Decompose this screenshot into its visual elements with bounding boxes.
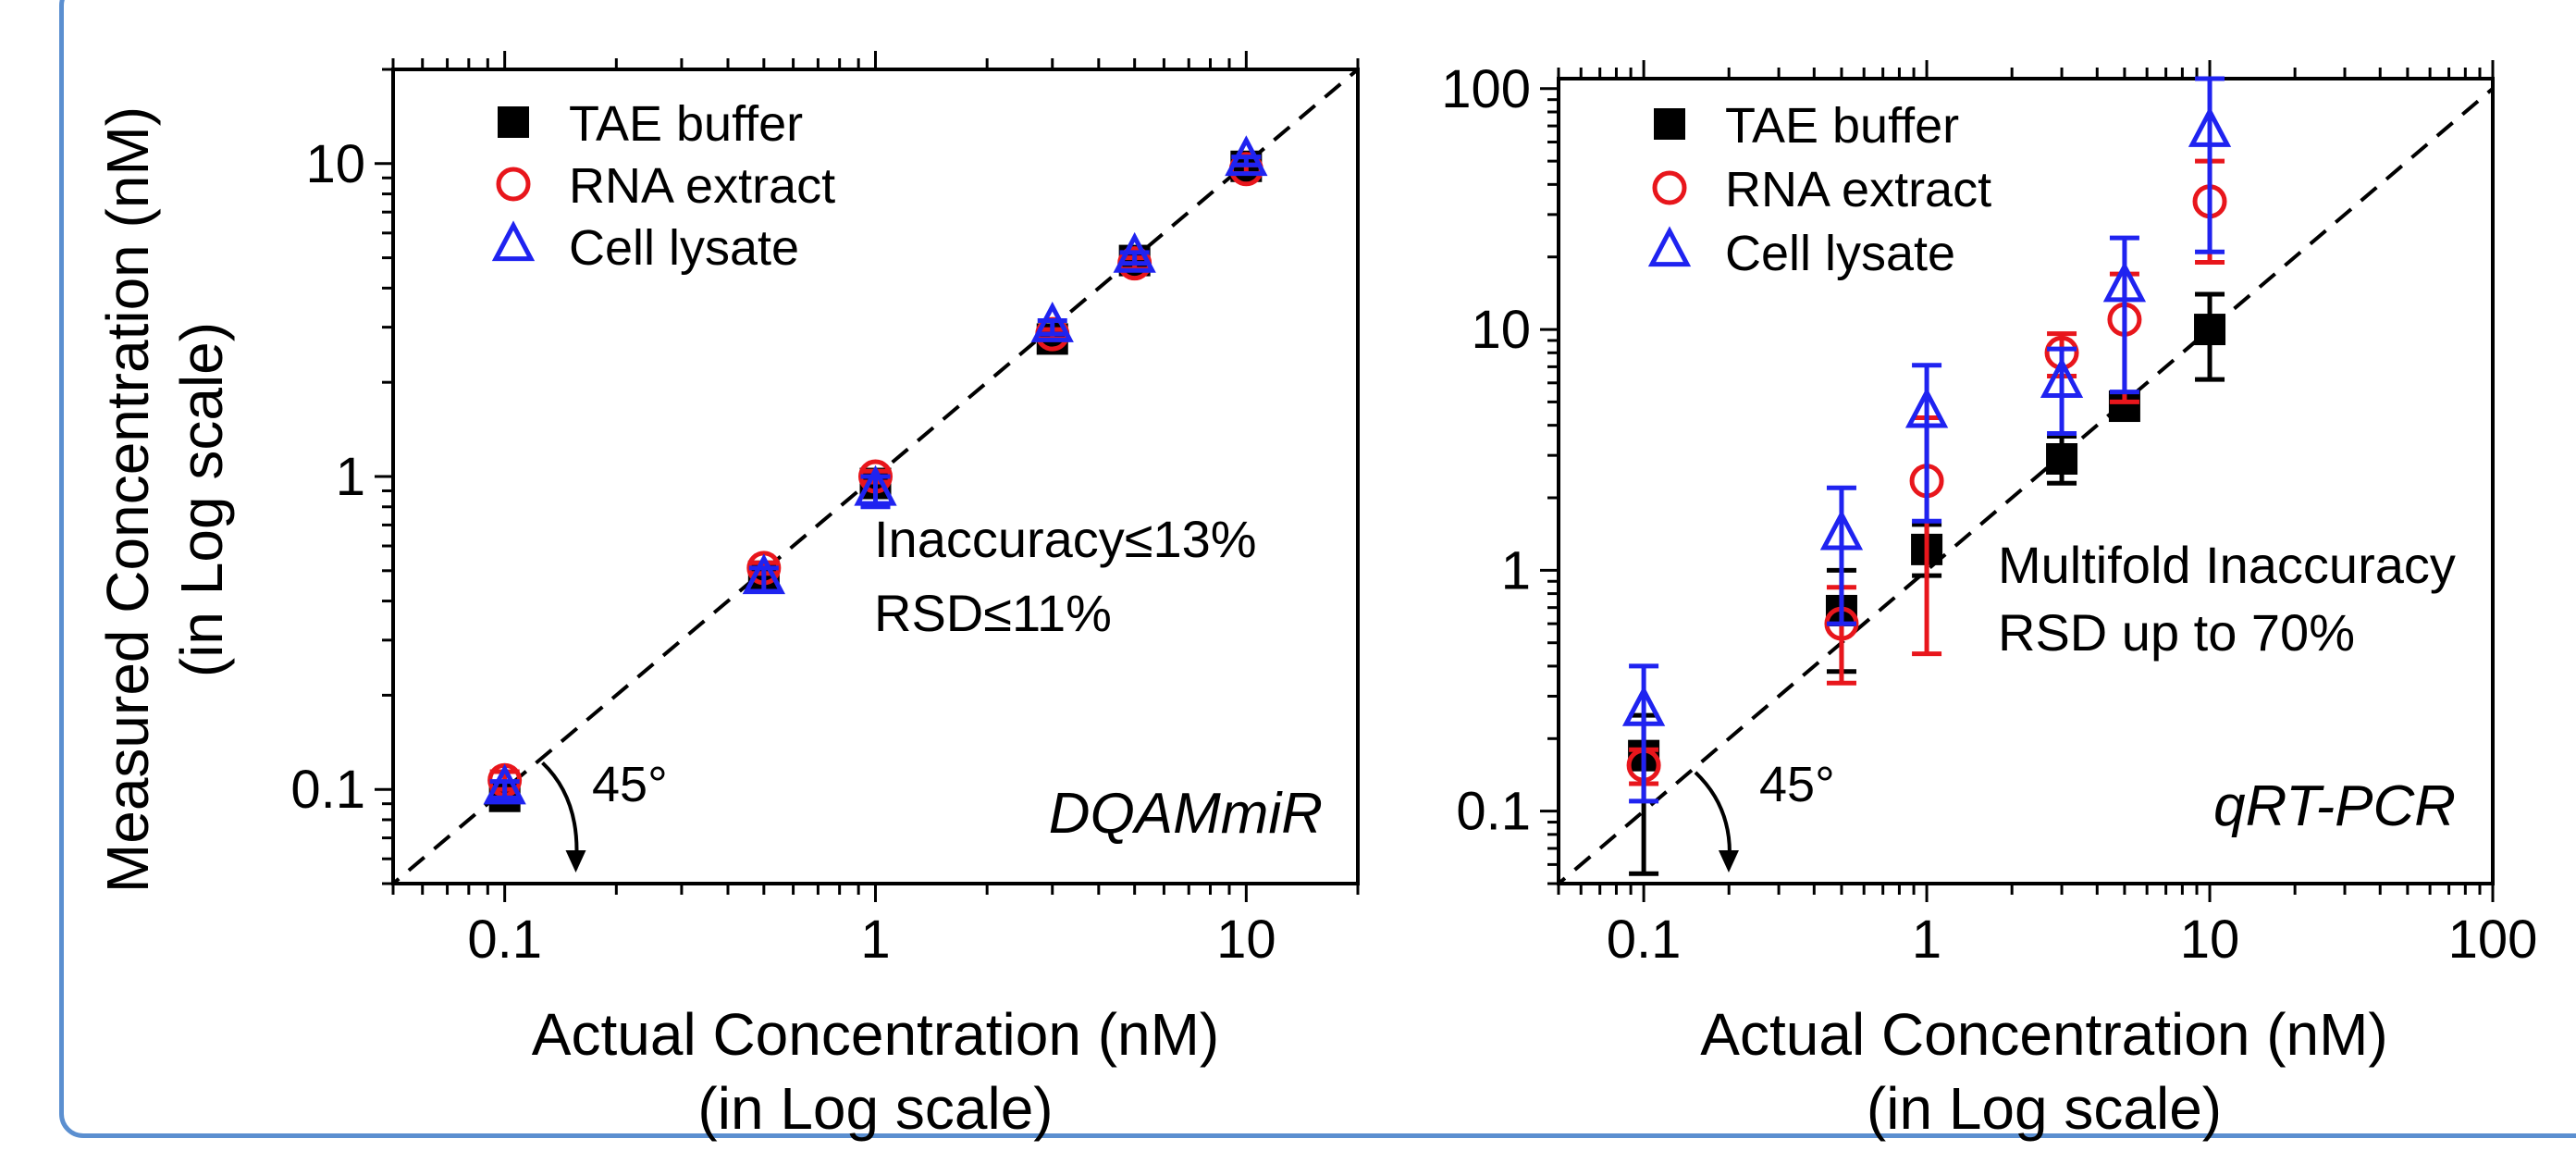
identity-line-45deg [1559,86,2493,884]
x-axis-label-line-1: Actual Concentration (nM) [1700,1001,2387,1068]
data-point [1225,135,1268,177]
x-tick-label: 100 [2448,910,2538,970]
chart-panel-1: 0.1 1 10 0.1 1 10 Actual Concentration (nM) (in… [290,51,1360,1142]
legend-marker [491,220,536,262]
angle-label: 45° [1759,757,1835,812]
error-bar [2195,76,2225,254]
annotation-line-1: Inaccuracy≤13% [874,510,1257,568]
slide-border [59,0,2576,1138]
legend-label: Cell lysate [1725,226,1955,281]
legend-label: Cell lysate [569,220,799,276]
panel-label: qRT-PCR [2213,774,2456,838]
legend-label: TAE buffer [1725,98,1959,154]
legend-marker [1654,108,1685,140]
annotation-line-2: RSD up to 70% [1998,603,2355,662]
legend-marker [1647,226,1692,267]
chart-panel-2: 0.1 1 10 100 0.1 1 10 100 Actual Concentration (… [1441,59,2538,1142]
error-bar [489,779,520,800]
data-point [2102,261,2147,303]
data-point [2046,442,2078,475]
axis-ticks [1540,60,2495,902]
series-cell-lysate [1621,76,2232,804]
legend-label: RNA extract [1725,162,1991,217]
axis-ticks [375,51,1360,902]
legend-marker [1652,170,1687,205]
x-tick-label: 10 [2180,910,2240,970]
series-cell-lysate [483,135,1268,805]
angle-label: 45° [592,757,668,812]
legend-label: TAE buffer [569,96,803,152]
data-point [1621,685,1666,726]
legend-label: RNA extract [569,158,835,214]
error-bar [2109,235,2139,395]
x-tick-label: 10 [1216,910,1276,970]
x-axis-label-line-2: (in Log scale) [1867,1075,2222,1142]
data-point [854,464,897,506]
legend-marker [498,106,529,138]
data-point [2040,357,2084,398]
y-tick-label: 100 [1441,59,1531,119]
angle-arrowhead [1718,850,1739,873]
x-tick-label: 1 [1912,910,1941,970]
data-point [1113,231,1156,273]
x-tick-label: 1 [860,910,890,970]
x-tick-label: 0.1 [1607,910,1682,970]
annotation-line-1: Multifold Inaccuracy [1998,536,2456,594]
x-axis-label-line-2: (in Log scale) [697,1075,1053,1142]
y-axis-label-line-1: Measured Concentration (nM) [94,106,161,893]
data-point [2188,106,2232,147]
x-axis-label-line-1: Actual Concentration (nM) [532,1001,1219,1068]
legend: TAE buffer RNA extract Cell lysate [1647,98,1991,281]
y-tick-label: 0.1 [1456,782,1531,842]
data-point [1819,509,1864,551]
legend: TAE buffer RNA extract Cell lysate [491,96,835,276]
y-tick-label: 10 [1471,300,1531,360]
angle-arrowhead [565,850,586,873]
y-tick-label: 0.1 [290,760,365,820]
y-axis-label-line-2: (in Log scale) [168,322,235,677]
panel-label: DQAMmiR [1049,782,1323,846]
data-point [483,763,526,805]
y-tick-label: 10 [305,134,365,194]
y-tick-label: 1 [336,447,365,507]
data-point [1904,387,1949,428]
plot-frame [1557,77,2495,885]
data-point [742,553,785,595]
y-tick-label: 1 [1501,540,1531,600]
x-tick-label: 0.1 [467,910,542,970]
data-point [1030,301,1074,342]
legend-marker [496,167,531,202]
data-point [2194,314,2226,346]
annotation-line-2: RSD≤11% [874,584,1112,642]
